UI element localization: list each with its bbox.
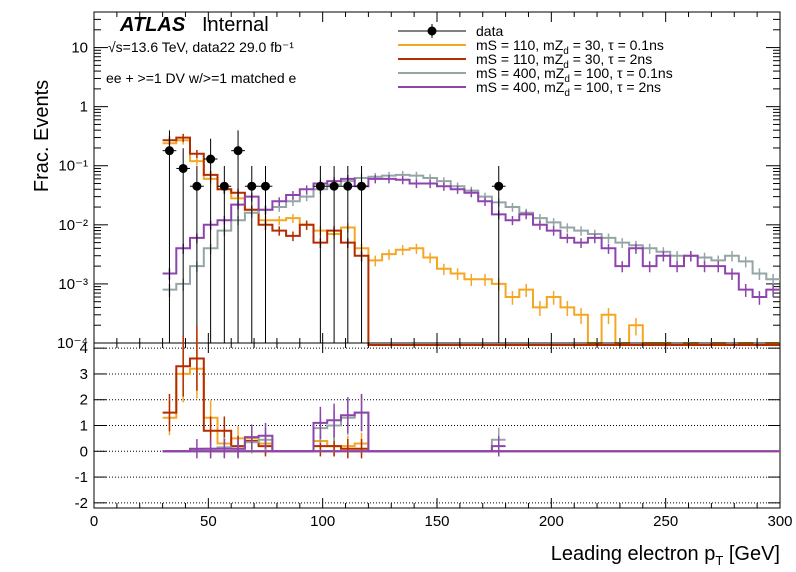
data-point bbox=[192, 181, 202, 191]
ratio-series-3 bbox=[162, 393, 780, 459]
main-y-tick-label: 10⁻³ bbox=[58, 276, 88, 293]
legend-label-rest: = 100, τ = 2ns bbox=[570, 79, 661, 95]
data-point bbox=[315, 181, 325, 191]
ratio-y-tick-label: -2 bbox=[75, 495, 88, 512]
legend-label-sub: d bbox=[563, 46, 569, 57]
ratio-y-tick-label: -1 bbox=[75, 469, 88, 486]
data-points bbox=[162, 130, 506, 343]
x-tick-label: 0 bbox=[90, 513, 98, 530]
x-tick-label: 200 bbox=[539, 513, 564, 530]
legend-item: mS = 110, mZd = 30, τ = 0.1ns bbox=[398, 37, 664, 57]
legend-label: mS = 110, mZd = 30, τ = 0.1ns bbox=[476, 37, 664, 57]
data-point bbox=[494, 181, 504, 191]
ratio-y-ticks: -2 -1 0 1 2 3 4 bbox=[75, 340, 780, 512]
data-point bbox=[329, 181, 339, 191]
x-tick-label: 100 bbox=[310, 513, 335, 530]
data-point bbox=[178, 163, 188, 173]
selection-label: ee + >=1 DV w/>=1 matched e bbox=[106, 70, 297, 86]
atlas-label: ATLAS bbox=[119, 14, 186, 36]
legend-label-sub: d bbox=[564, 88, 570, 99]
legend-item: data bbox=[398, 23, 503, 39]
main-y-ticks: 10⁻⁴ 10⁻³ 10⁻² 10⁻¹ 1 10 bbox=[57, 18, 780, 352]
legend-label-sub: d bbox=[563, 60, 569, 71]
data-point bbox=[343, 181, 353, 191]
x-tick-label: 50 bbox=[200, 513, 217, 530]
y-axis-label: Frac. Events bbox=[31, 80, 53, 192]
legend-label-rest: = 100, τ = 0.1ns bbox=[570, 65, 673, 81]
data-point bbox=[247, 181, 257, 191]
legend-marker-point bbox=[427, 26, 437, 36]
main-y-tick-label: 10⁻² bbox=[58, 217, 88, 234]
ratio-y-tick-label: 4 bbox=[80, 340, 88, 357]
main-y-tick-label: 10⁻¹ bbox=[58, 158, 88, 175]
data-point bbox=[206, 154, 216, 164]
x-axis-label-unit: [GeV] bbox=[723, 543, 780, 565]
legend-item: mS = 400, mZd = 100, τ = 0.1ns bbox=[398, 65, 673, 85]
ratio-y-tick-label: 1 bbox=[80, 418, 88, 435]
main-y-tick-label: 10⁻⁴ bbox=[57, 335, 88, 352]
main-y-tick-label: 1 bbox=[80, 99, 88, 116]
legend-item: mS = 110, mZd = 30, τ = 2ns bbox=[398, 51, 652, 71]
legend-label-main: mS = 400, mZ bbox=[476, 65, 565, 81]
data-point bbox=[261, 181, 270, 191]
x-tick-label: 250 bbox=[653, 513, 678, 530]
ratio-hist-line bbox=[162, 411, 506, 453]
legend-label-main: mS = 400, mZ bbox=[476, 79, 565, 95]
ratio-x-ticks: 0 50 100 150 200 250 300 bbox=[90, 343, 793, 530]
data-point bbox=[357, 181, 367, 191]
legend-label-rest: = 30, τ = 2ns bbox=[569, 51, 652, 67]
legend-label: mS = 110, mZd = 30, τ = 2ns bbox=[476, 51, 652, 71]
x-axis-label-sub: T bbox=[715, 553, 723, 568]
legend-label: data bbox=[476, 23, 503, 39]
data-point bbox=[164, 146, 174, 156]
x-axis-label-main: Leading electron p bbox=[551, 543, 716, 565]
legend-label: mS = 400, mZd = 100, τ = 2ns bbox=[476, 79, 661, 99]
main-hist-line bbox=[162, 177, 780, 298]
main-y-tick-label: 10 bbox=[71, 40, 88, 57]
data-point bbox=[233, 146, 243, 156]
legend-label-rest: = 30, τ = 0.1ns bbox=[569, 37, 664, 53]
main-x-ticks bbox=[93, 12, 781, 343]
ratio-y-tick-label: 2 bbox=[80, 392, 88, 409]
energy-lumi-label: √s=13.6 TeV, data22 29.0 fb⁻¹ bbox=[108, 39, 294, 55]
data-point bbox=[219, 181, 229, 191]
legend-label-sub: d bbox=[564, 74, 570, 85]
legend-label: mS = 400, mZd = 100, τ = 0.1ns bbox=[476, 65, 673, 85]
x-tick-label: 150 bbox=[424, 513, 449, 530]
ratio-y-tick-label: 3 bbox=[80, 366, 88, 383]
legend-label-main: mS = 110, mZ bbox=[476, 37, 564, 53]
x-axis-label: Leading electron pT [GeV] bbox=[551, 543, 780, 568]
legend-item: mS = 400, mZd = 100, τ = 2ns bbox=[398, 79, 661, 99]
internal-label: Internal bbox=[202, 14, 269, 36]
ratio-panel: -2 -1 0 1 2 3 4 0 50 100 150 200 250 300 bbox=[75, 326, 793, 530]
ratio-y-tick-label: 0 bbox=[80, 443, 88, 460]
x-tick-label: 300 bbox=[767, 513, 792, 530]
legend-label-main: mS = 110, mZ bbox=[476, 51, 564, 67]
ratio-series bbox=[162, 326, 780, 459]
